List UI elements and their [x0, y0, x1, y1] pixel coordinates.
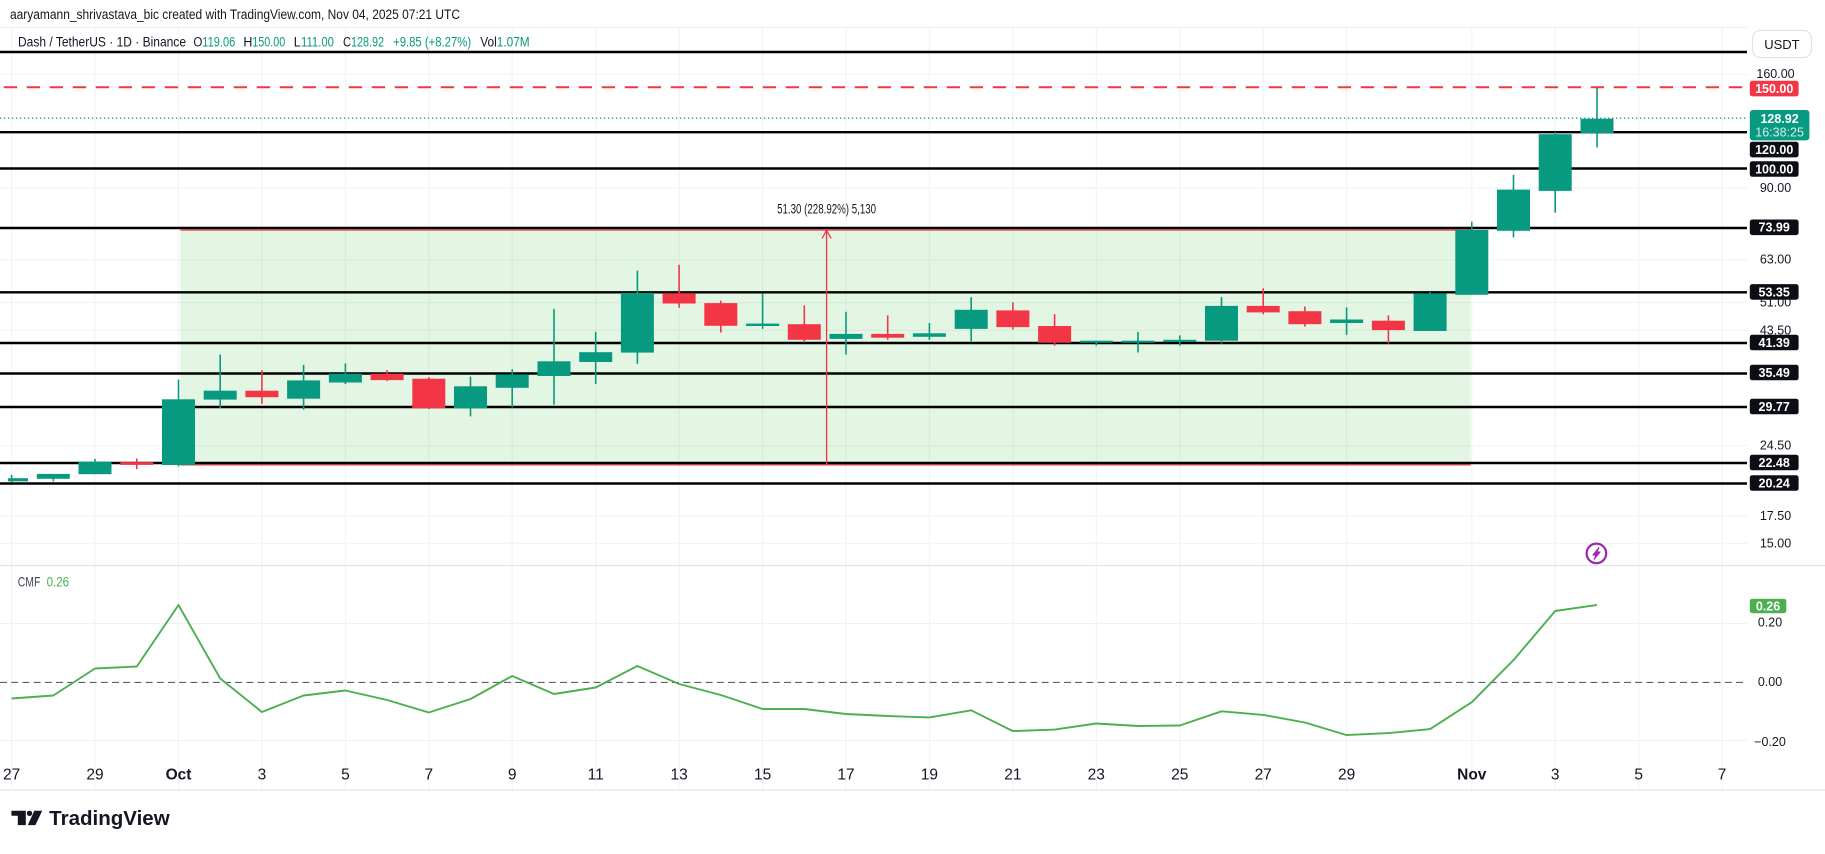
svg-text:Vol: Vol — [480, 35, 497, 50]
svg-text:43.50: 43.50 — [1760, 323, 1791, 337]
svg-text:Nov: Nov — [1457, 766, 1487, 783]
svg-text:Oct: Oct — [166, 766, 192, 783]
svg-text:1.07M: 1.07M — [497, 35, 530, 50]
svg-text:29: 29 — [86, 766, 103, 783]
svg-text:0.20: 0.20 — [1758, 616, 1782, 630]
svg-text:L: L — [294, 35, 301, 50]
svg-text:0.26: 0.26 — [1756, 599, 1780, 613]
svg-text:TradingView: TradingView — [49, 807, 170, 830]
svg-text:19: 19 — [921, 766, 938, 783]
svg-text:63.00: 63.00 — [1760, 253, 1791, 267]
svg-text:160.00: 160.00 — [1756, 67, 1794, 81]
svg-text:35.49: 35.49 — [1759, 366, 1790, 380]
svg-text:27: 27 — [1255, 766, 1272, 783]
svg-text:22.48: 22.48 — [1759, 456, 1790, 470]
svg-text:21: 21 — [1004, 766, 1021, 783]
svg-text:9: 9 — [508, 766, 517, 783]
svg-text:150.00: 150.00 — [252, 35, 285, 50]
svg-text:11: 11 — [588, 766, 604, 783]
svg-text:5: 5 — [1634, 766, 1643, 783]
svg-text:41.39: 41.39 — [1759, 336, 1790, 350]
svg-text:128.92: 128.92 — [1760, 112, 1798, 126]
svg-text:24.50: 24.50 — [1760, 439, 1791, 453]
svg-text:7: 7 — [1718, 766, 1727, 783]
svg-text:150.00: 150.00 — [1755, 82, 1793, 96]
svg-text:128.92: 128.92 — [351, 35, 384, 50]
svg-text:0.00: 0.00 — [1758, 675, 1782, 689]
svg-text:5: 5 — [341, 766, 350, 783]
svg-text:O: O — [193, 35, 202, 50]
svg-text:15.00: 15.00 — [1760, 536, 1791, 550]
svg-text:C: C — [343, 35, 351, 50]
svg-text:USDT: USDT — [1764, 37, 1799, 52]
svg-text:51.30 (228.92%) 5,130: 51.30 (228.92%) 5,130 — [777, 202, 876, 217]
svg-text:29.77: 29.77 — [1759, 400, 1790, 414]
svg-text:29: 29 — [1338, 766, 1355, 783]
svg-text:90.00: 90.00 — [1760, 181, 1791, 195]
svg-text:Dash / TetherUS · 1D · Binance: Dash / TetherUS · 1D · Binance — [18, 35, 186, 50]
svg-text:H: H — [243, 35, 252, 50]
svg-text:23: 23 — [1088, 766, 1105, 783]
svg-text:120.00: 120.00 — [1755, 143, 1793, 157]
svg-text:CMF: CMF — [18, 574, 41, 590]
svg-text:13: 13 — [670, 766, 687, 783]
svg-text:+9.85 (+8.27%): +9.85 (+8.27%) — [393, 35, 471, 50]
svg-text:27: 27 — [3, 766, 20, 783]
svg-text:100.00: 100.00 — [1755, 162, 1793, 176]
svg-text:53.35: 53.35 — [1759, 285, 1790, 299]
svg-text:20.24: 20.24 — [1759, 476, 1790, 490]
svg-text:119.06: 119.06 — [202, 35, 235, 50]
svg-text:15: 15 — [754, 766, 771, 783]
svg-text:111.00: 111.00 — [301, 35, 334, 50]
svg-text:25: 25 — [1171, 766, 1188, 783]
svg-text:3: 3 — [1551, 766, 1560, 783]
svg-text:7: 7 — [424, 766, 433, 783]
svg-text:17: 17 — [837, 766, 854, 783]
svg-text:3: 3 — [258, 766, 267, 783]
svg-text:aaryamann_shrivastava_bic crea: aaryamann_shrivastava_bic created with T… — [10, 7, 460, 22]
svg-text:16:38:25: 16:38:25 — [1755, 126, 1804, 140]
svg-text:73.99: 73.99 — [1759, 221, 1790, 235]
svg-text:17.50: 17.50 — [1760, 509, 1791, 523]
svg-text:−0.20: −0.20 — [1754, 735, 1786, 749]
svg-text:0.26: 0.26 — [47, 574, 70, 590]
